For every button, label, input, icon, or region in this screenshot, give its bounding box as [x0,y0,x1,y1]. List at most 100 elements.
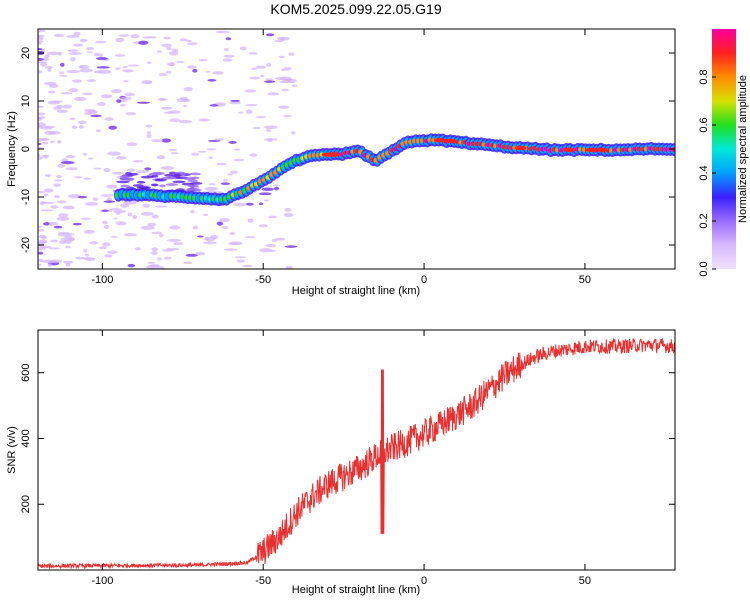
spectrogram-noise-blob [83,177,91,180]
spectrogram-noise-blob [86,79,97,82]
spectrogram-noise-blob [195,252,206,256]
spectrogram-y-label: Frequency (Hz) [6,111,18,187]
spectrogram-noise-blob [38,234,46,239]
spectrogram-noise-blob [62,260,74,264]
spectrogram-noise-blob [89,241,99,245]
spectrogram-noise-blob [178,119,192,124]
spectrogram-noise-blob [245,236,256,239]
spectrogram-noise-blob [114,54,126,57]
spectrogram-noise-blob [39,245,52,249]
spectrogram-noise-blob [78,120,87,125]
spectrogram-noise-blob [272,184,280,187]
spectrogram-noise-blob [79,125,84,129]
spectrogram-noise-blob [122,66,128,69]
spectrogram-noise-blob [183,261,193,265]
spectrogram-noise-blob [120,96,132,101]
spectrogram-noise-blob [278,55,285,58]
spectrogram-noise-blob [122,69,135,73]
spectrogram-noise-blob [84,202,99,206]
spectrogram-noise-blob [167,238,182,242]
spectrogram-noise-blob [65,155,76,159]
spectrogram-noise-blob [151,214,159,219]
y-tick-label: 200 [20,495,32,513]
spectrogram-noise-blob [264,80,276,83]
x-tick-label: 0 [421,575,427,587]
snr-x-ticks: -100 -50 0 50 [91,330,591,587]
spectrogram-noise-blob [93,167,102,170]
spectrogram-noise-blob [120,103,126,107]
spectrogram-noise-blob [208,183,216,186]
spectrogram-noise-blob [204,236,209,241]
colorbar-tick-label: 0.0 [698,261,710,276]
spectrogram-noise-blob [219,218,230,223]
spectrogram-noise-blob [228,141,237,144]
spectrogram-noise-blob [136,186,150,189]
spectrogram-noise-blob [38,57,44,61]
spectrogram-noise-blob [98,53,103,58]
spectrogram-noise-blob [230,170,238,174]
spectrogram-noise-blob [38,117,43,121]
spectrogram-noise-blob [151,247,159,252]
y-tick-label: -20 [20,237,32,253]
spectrogram-noise-blob [265,33,275,37]
spectrogram-noise-blob [187,65,197,69]
spectrogram-noise-blob [69,117,76,121]
colorbar-strip [712,29,736,269]
spectrogram-noise-blob [187,179,199,183]
spectrogram-noise-blob [88,157,94,160]
spectrogram-noise-blob [227,173,233,176]
spectrogram-noise-blob [59,71,65,74]
spectrogram-noise-blob [165,70,172,74]
x-tick-label: -50 [255,274,271,286]
spectrogram-noise-blob [66,70,80,74]
spectrogram-noise-blob [146,131,152,134]
spectrogram-noise-blob [53,33,65,38]
spectrogram-noise-blob [84,253,90,257]
spectrogram-noise-blob [270,249,276,253]
spectrogram-noise-blob [90,114,102,118]
spectrogram-noise-blob [57,164,66,168]
spectrogram-noise-blob [140,175,155,179]
spectrogram-noise-blob [166,62,176,66]
spectrogram-noise-blob [38,48,43,51]
spectrogram-noise-blob [70,57,76,62]
spectrogram-noise-blob [158,73,168,77]
spectrogram-noise-blob [260,74,265,78]
spectrogram-noise-blob [57,51,63,56]
spectrogram-noise-blob [248,52,258,55]
spectrogram-noise-blob [134,247,141,251]
spectrogram-noise-blob [255,65,267,69]
spectrogram-noise-blob [47,263,52,267]
spectrogram-noise-blob [100,194,114,197]
spectrogram-noise-blob [43,201,55,204]
spectrogram-noise-blob [111,89,123,94]
spectrogram-noise-blob [170,152,179,155]
spectrogram-noise-blob [164,173,174,177]
spectrogram-noise-blob [42,259,56,264]
spectrogram-noise-blob [185,253,198,257]
spectrogram-noise-blob [104,254,113,258]
spectrogram-noise-blob [77,195,88,199]
spectrogram-noise-blob [103,224,110,229]
spectrogram-noise-blob [96,102,106,106]
spectrogram-noise-blob [126,168,136,172]
x-tick-label: 0 [421,274,427,286]
spectrogram-noise-blob [82,152,88,156]
spectrogram-noise-blob [249,153,258,157]
spectrogram-noise-blob [132,215,138,220]
spectrogram-noise-blob [125,172,132,175]
spectrogram-noise-blob [115,67,121,70]
spectrogram-noise-blob [265,128,271,133]
spectrogram-noise-blob [230,99,241,103]
spectrogram-noise-blob [50,205,59,209]
spectrogram-noise-blob [245,109,253,114]
spectrogram-noise-blob [203,213,209,217]
spectrogram-noise-blob [71,125,78,129]
spectrogram-noise-blob [159,184,166,188]
spectrogram-noise-blob [263,125,278,130]
spectrogram-noise-blob [38,122,47,127]
x-tick-label: 50 [579,575,591,587]
spectrogram-noise-blob [53,225,63,229]
spectrogram-noise-blob [43,222,50,226]
colorbar-tick-label: 0.2 [698,213,710,228]
